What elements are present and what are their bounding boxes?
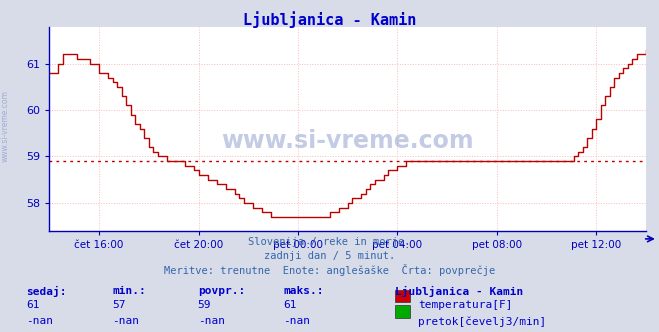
Text: povpr.:: povpr.: — [198, 286, 245, 295]
Text: Ljubljanica - Kamin: Ljubljanica - Kamin — [243, 12, 416, 29]
Text: 61: 61 — [26, 300, 40, 310]
Text: sedaj:: sedaj: — [26, 286, 67, 296]
Text: pretok[čevelj3/min]: pretok[čevelj3/min] — [418, 316, 546, 327]
Text: -nan: -nan — [283, 316, 310, 326]
Text: 59: 59 — [198, 300, 211, 310]
Text: min.:: min.: — [112, 286, 146, 295]
Text: maks.:: maks.: — [283, 286, 324, 295]
Text: -nan: -nan — [112, 316, 139, 326]
Text: www.si-vreme.com: www.si-vreme.com — [1, 90, 10, 162]
Text: Ljubljanica - Kamin: Ljubljanica - Kamin — [395, 286, 524, 296]
Text: 57: 57 — [112, 300, 125, 310]
Text: www.si-vreme.com: www.si-vreme.com — [221, 129, 474, 153]
Text: Meritve: trenutne  Enote: anglešaške  Črta: povprečje: Meritve: trenutne Enote: anglešaške Črta… — [164, 264, 495, 276]
Text: 61: 61 — [283, 300, 297, 310]
Text: -nan: -nan — [198, 316, 225, 326]
Text: temperatura[F]: temperatura[F] — [418, 300, 512, 310]
Text: Slovenija / reke in morje.: Slovenija / reke in morje. — [248, 237, 411, 247]
Text: -nan: -nan — [26, 316, 53, 326]
Text: zadnji dan / 5 minut.: zadnji dan / 5 minut. — [264, 251, 395, 261]
